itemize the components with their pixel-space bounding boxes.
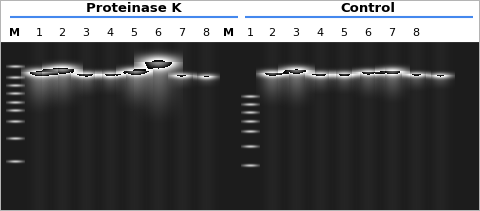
Text: 1: 1 bbox=[247, 28, 253, 38]
Text: Proteinase K: Proteinase K bbox=[86, 3, 181, 15]
Text: 2: 2 bbox=[59, 28, 66, 38]
Text: 3: 3 bbox=[292, 28, 300, 38]
Text: 4: 4 bbox=[316, 28, 324, 38]
Text: 6: 6 bbox=[364, 28, 372, 38]
Text: 4: 4 bbox=[107, 28, 114, 38]
Text: M: M bbox=[10, 28, 21, 38]
Text: 1: 1 bbox=[36, 28, 43, 38]
Text: 7: 7 bbox=[388, 28, 396, 38]
Text: 5: 5 bbox=[131, 28, 137, 38]
Text: 6: 6 bbox=[155, 28, 161, 38]
Text: 3: 3 bbox=[83, 28, 89, 38]
Text: 2: 2 bbox=[268, 28, 276, 38]
Text: 7: 7 bbox=[179, 28, 186, 38]
Text: 5: 5 bbox=[340, 28, 348, 38]
Text: Control: Control bbox=[340, 3, 395, 15]
Text: 8: 8 bbox=[412, 28, 420, 38]
Text: M: M bbox=[223, 28, 233, 38]
Text: 8: 8 bbox=[203, 28, 210, 38]
